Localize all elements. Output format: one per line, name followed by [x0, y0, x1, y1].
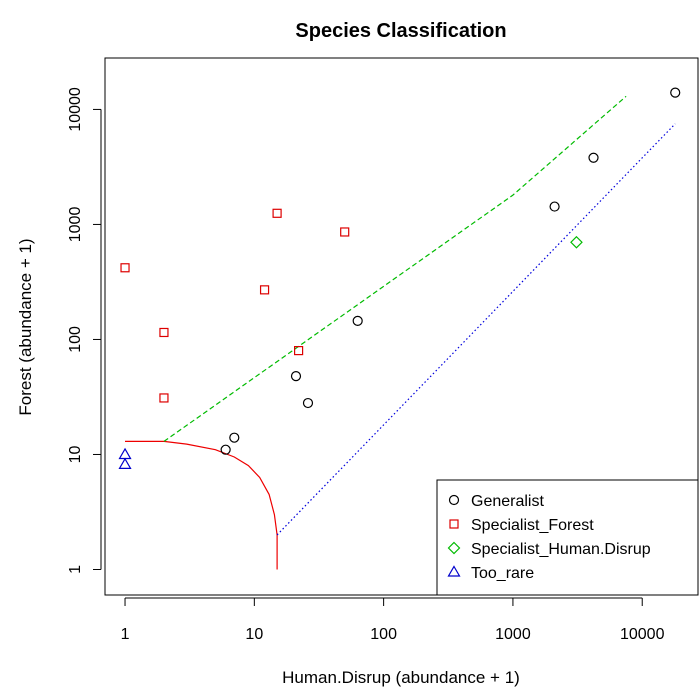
legend-label-specialist-forest: Specialist_Forest	[471, 517, 594, 534]
point-specialist-human-disrup	[570, 235, 583, 249]
point-generalist	[220, 444, 231, 455]
boundary-line-solid	[125, 440, 278, 570]
point-generalist	[549, 201, 560, 212]
boundary-line-dashed	[163, 95, 627, 442]
legend-marker-generalist	[448, 494, 460, 506]
y-tick-label: 10	[67, 445, 84, 463]
point-generalist	[670, 87, 681, 98]
x-tick-label: 1	[121, 626, 130, 643]
legend-label-specialist-human-disrup: Specialist_Human.Disrup	[471, 541, 651, 558]
legend: Generalist Specialist_Forest Specialist_Hu…	[436, 479, 699, 596]
x-axis: 1 10 100 1000 10000	[121, 597, 665, 643]
x-tick-label: 1000	[495, 626, 531, 643]
y-tick-label: 10000	[67, 87, 84, 132]
point-generalist	[352, 315, 363, 326]
x-axis-label: Human.Disrup (abundance + 1)	[282, 668, 520, 687]
legend-marker-too-rare	[447, 565, 461, 577]
point-specialist-forest	[120, 263, 130, 273]
point-generalist	[229, 432, 240, 443]
point-specialist-forest	[159, 393, 169, 403]
boundary-line-dotted	[276, 123, 676, 536]
x-tick-label: 100	[370, 626, 397, 643]
legend-box	[436, 479, 699, 596]
y-tick-label: 1000	[67, 207, 84, 243]
y-tick-label: 100	[67, 326, 84, 353]
y-axis: 1 10 100 1000 10000	[67, 87, 102, 574]
legend-label-too-rare: Too_rare	[471, 565, 534, 582]
point-generalist	[302, 397, 314, 409]
x-tick-label: 10000	[620, 626, 665, 643]
point-specialist-forest	[340, 227, 350, 237]
y-axis-label: Forest (abundance + 1)	[16, 238, 35, 415]
point-generalist	[588, 152, 599, 163]
point-too-rare	[118, 447, 132, 460]
point-specialist-forest	[259, 285, 270, 295]
chart-title: Species Classification	[295, 20, 506, 42]
point-specialist-forest	[272, 208, 282, 218]
y-tick-label: 1	[67, 565, 84, 574]
legend-marker-specialist-human-disrup	[447, 541, 461, 555]
x-tick-label: 10	[245, 626, 263, 643]
data-points	[118, 87, 681, 469]
legend-label-generalist: Generalist	[471, 493, 544, 510]
point-specialist-forest	[294, 346, 304, 356]
point-too-rare	[118, 457, 132, 469]
legend-marker-specialist-forest	[449, 519, 459, 529]
point-generalist	[290, 371, 302, 382]
boundary-lines	[125, 95, 676, 570]
plot-area-frame	[104, 57, 699, 596]
point-specialist-forest	[159, 327, 169, 338]
